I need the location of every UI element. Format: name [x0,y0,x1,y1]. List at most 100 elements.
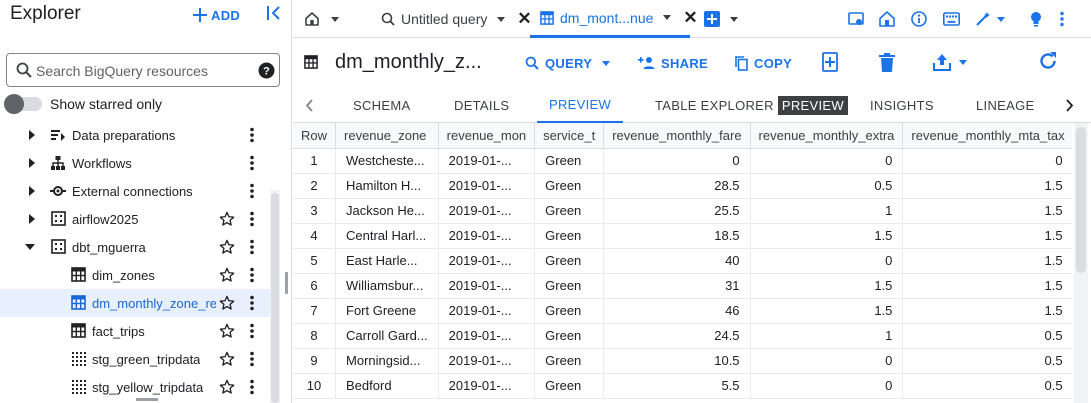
table-cell[interactable]: Fort Greene [335,298,439,324]
help-icon[interactable]: ? [258,62,275,79]
tab-untitled-query[interactable]: Untitled query ✕ [381,0,532,38]
show-starred-toggle[interactable] [4,94,42,114]
column-header[interactable]: revenue_mon [438,123,536,149]
table-cell[interactable]: 2019-01-... [438,273,536,299]
table-cell[interactable]: 0.5 [902,323,1072,349]
table-cell[interactable]: Green [534,298,605,324]
star-icon[interactable] [219,351,235,367]
table-cell[interactable]: 28.5 [603,173,751,199]
table-cell[interactable]: Green [534,348,605,374]
info-button[interactable] [911,0,927,38]
table-row[interactable]: 2 Hamilton H... 2019-01-... Green 28.5 0.5 1.5 [293,173,1072,199]
row-number-cell[interactable]: 3 [293,198,337,224]
table-cell[interactable]: 2019-01-... [438,298,536,324]
table-row[interactable]: 3 Jackson He... 2019-01-... Green 25.5 1 1.5 [293,198,1072,224]
open-dashboard-button[interactable] [848,0,864,38]
star-icon[interactable] [219,295,235,311]
refresh-button[interactable] [1038,51,1058,71]
table-cell[interactable]: 18.5 [603,223,751,249]
panel-resize-handle[interactable] [285,272,288,294]
table-cell[interactable]: 1.5 [902,223,1072,249]
table-scrollbar-thumb[interactable] [1076,127,1086,273]
row-number-cell[interactable]: 7 [293,298,337,324]
table-cell[interactable]: 0.5 [902,373,1072,399]
more-options-icon[interactable] [248,239,256,255]
table-cell[interactable]: 1.5 [902,173,1072,199]
close-icon[interactable]: ✕ [683,7,698,27]
chevron-right-icon[interactable] [26,185,38,197]
close-icon[interactable]: ✕ [517,9,532,28]
table-cell[interactable]: 0 [603,148,751,174]
scroll-right-icon[interactable] [1066,87,1074,123]
table-cell[interactable]: Morningsid... [335,348,439,374]
tree-item-stg-yellow-tripdata[interactable]: stg_yellow_tripdata [0,373,270,401]
tree-item-dim-zones[interactable]: dim_zones [0,261,270,289]
chevron-right-icon[interactable] [26,129,38,141]
table-cell[interactable]: 0.5 [902,348,1072,374]
table-cell[interactable]: 0 [750,248,904,274]
tab-lineage[interactable]: LINEAGE [976,97,1035,113]
bottom-resize-handle[interactable] [136,398,158,401]
row-number-cell[interactable]: 6 [293,273,337,299]
more-options-icon[interactable] [248,351,256,367]
table-cell[interactable]: Westcheste... [335,148,439,174]
column-header[interactable]: revenue_monthly_fare [603,123,751,149]
column-header[interactable]: revenue_monthly_mta_tax [902,123,1072,149]
table-cell[interactable]: 2019-01-... [438,323,536,349]
tab-preview[interactable]: PREVIEW [537,87,623,123]
row-number-cell[interactable]: 9 [293,348,337,374]
tab-home[interactable] [305,0,339,38]
table-cell[interactable]: Central Harl... [335,223,439,249]
tree-item-workflows[interactable]: Workflows [0,149,270,177]
table-cell[interactable]: Jackson He... [335,198,439,224]
column-header[interactable]: revenue_monthly_extra [750,123,904,149]
tab-dm-monthly-zone-revenue[interactable]: dm_mont...nue ✕ [530,0,698,38]
table-cell[interactable]: 25.5 [603,198,751,224]
table-cell[interactable]: Green [534,373,605,399]
table-cell[interactable]: 1.5 [750,223,904,249]
star-icon[interactable] [219,239,235,255]
table-cell[interactable]: East Harle... [335,248,439,274]
more-options-icon[interactable] [248,183,256,199]
table-cell[interactable]: 1.5 [750,273,904,299]
table-cell[interactable]: 2019-01-... [438,348,536,374]
tree-item-dm-monthly-zone-revenue[interactable]: dm_monthly_zone_re... [0,289,270,317]
add-button[interactable]: ADD [193,5,240,25]
table-cell[interactable]: Hamilton H... [335,173,439,199]
table-row[interactable]: 4 Central Harl... 2019-01-... Green 18.5 1.5 1… [293,223,1072,249]
tab-details[interactable]: DETAILS [454,97,510,113]
table-cell[interactable]: 1 [750,323,904,349]
table-cell[interactable]: Carroll Gard... [335,323,439,349]
row-number-cell[interactable]: 5 [293,248,337,274]
table-cell[interactable]: Bedford [335,373,439,399]
table-cell[interactable]: Green [534,173,605,199]
row-number-cell[interactable]: 2 [293,173,337,199]
copy-button[interactable]: COPY [735,53,792,73]
query-button[interactable]: QUERY [525,53,611,73]
chevron-right-icon[interactable] [26,213,38,225]
tree-item-external-connections[interactable]: External connections [0,177,270,205]
table-cell[interactable]: Green [534,323,605,349]
column-header[interactable]: Row [293,123,337,149]
table-cell[interactable]: 0 [750,148,904,174]
delete-button[interactable] [879,52,895,72]
caret-down-icon[interactable] [497,16,506,22]
table-cell[interactable]: 2019-01-... [438,223,536,249]
table-cell[interactable]: Green [534,223,605,249]
table-cell[interactable]: 1.5 [750,298,904,324]
tree-item-data-preparations[interactable]: Data preparations [0,121,270,149]
column-header[interactable]: service_t [534,123,605,149]
table-cell[interactable]: 2019-01-... [438,148,536,174]
tree-item-stg-green-tripdata[interactable]: stg_green_tripdata [0,345,270,373]
caret-down-icon[interactable] [997,16,1005,22]
table-cell[interactable]: Williamsbur... [335,273,439,299]
caret-down-icon[interactable] [663,15,672,20]
table-row[interactable]: 7 Fort Greene 2019-01-... Green 46 1.5 1.5 [293,298,1072,324]
table-cell[interactable]: 0 [750,373,904,399]
snapshot-button[interactable] [822,52,838,72]
caret-down-icon[interactable] [730,16,738,22]
table-cell[interactable]: 2019-01-... [438,373,536,399]
scroll-left-icon[interactable] [305,87,313,123]
more-options-icon[interactable] [248,155,256,171]
magic-wand-menu[interactable] [975,0,1005,38]
